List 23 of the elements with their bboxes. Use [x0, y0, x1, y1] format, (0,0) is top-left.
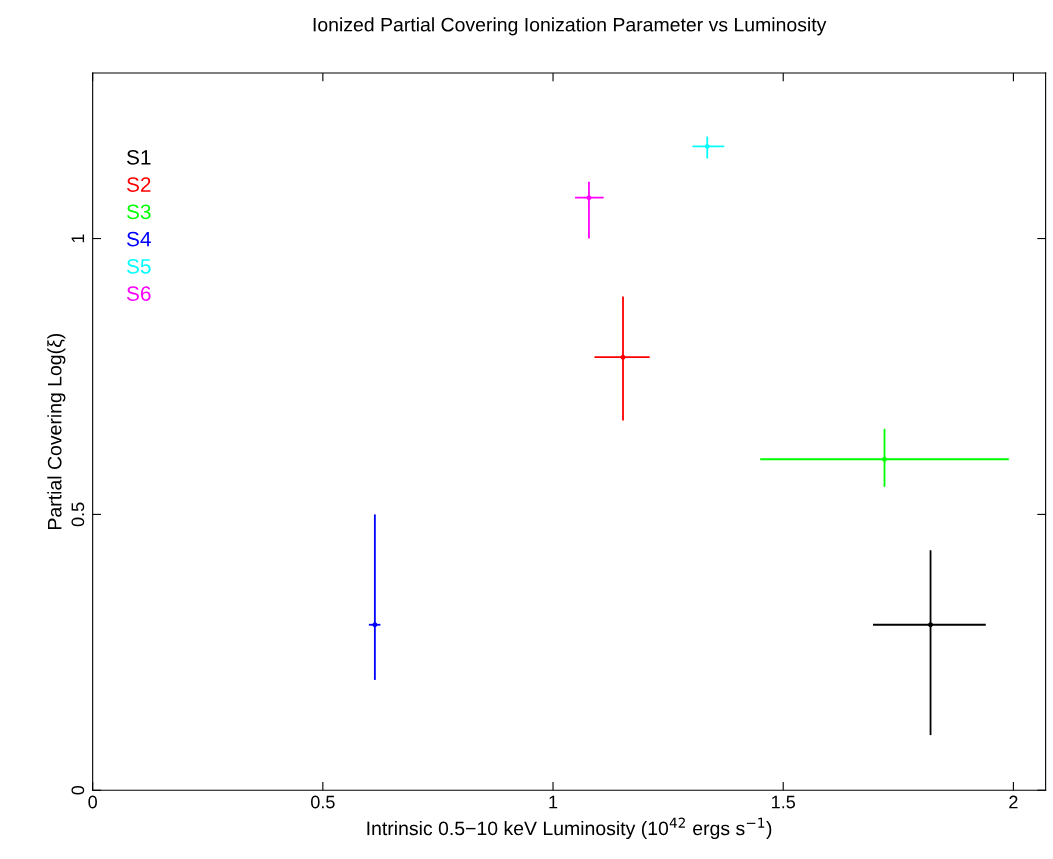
- x-tick-label: 0.5: [311, 795, 335, 809]
- x-tick-label: 1: [549, 795, 558, 809]
- x-axis-title: Intrinsic 0.5−10 keV Luminosity (10$^{42}$ ergs s$^{−1}$): [367, 817, 772, 840]
- y-axis-title: Partial Covering Log(ξ): [47, 333, 66, 529]
- text: S2: [126, 177, 151, 192]
- x-tick-label: 1.5: [772, 795, 796, 809]
- y-tick-label: 0: [71, 785, 85, 795]
- chart-title: Ionized Partial Covering Ionization Parameter vs Luminosity: [313, 17, 827, 36]
- point: [704, 143, 710, 149]
- point: [882, 456, 887, 462]
- text: S5: [126, 258, 151, 274]
- text: S4: [126, 231, 151, 247]
- point: [620, 354, 626, 360]
- point: [586, 195, 592, 201]
- point: [928, 622, 933, 628]
- text: S3: [126, 204, 151, 220]
- point: [372, 622, 378, 628]
- x-tick-label: 2: [1009, 795, 1018, 809]
- text: S1: [126, 149, 151, 165]
- x-tick-label: 0: [88, 795, 97, 809]
- y-tick-label: 0.5: [71, 502, 85, 527]
- text: S6: [126, 286, 151, 301]
- y-tick-label: 1: [71, 234, 85, 243]
